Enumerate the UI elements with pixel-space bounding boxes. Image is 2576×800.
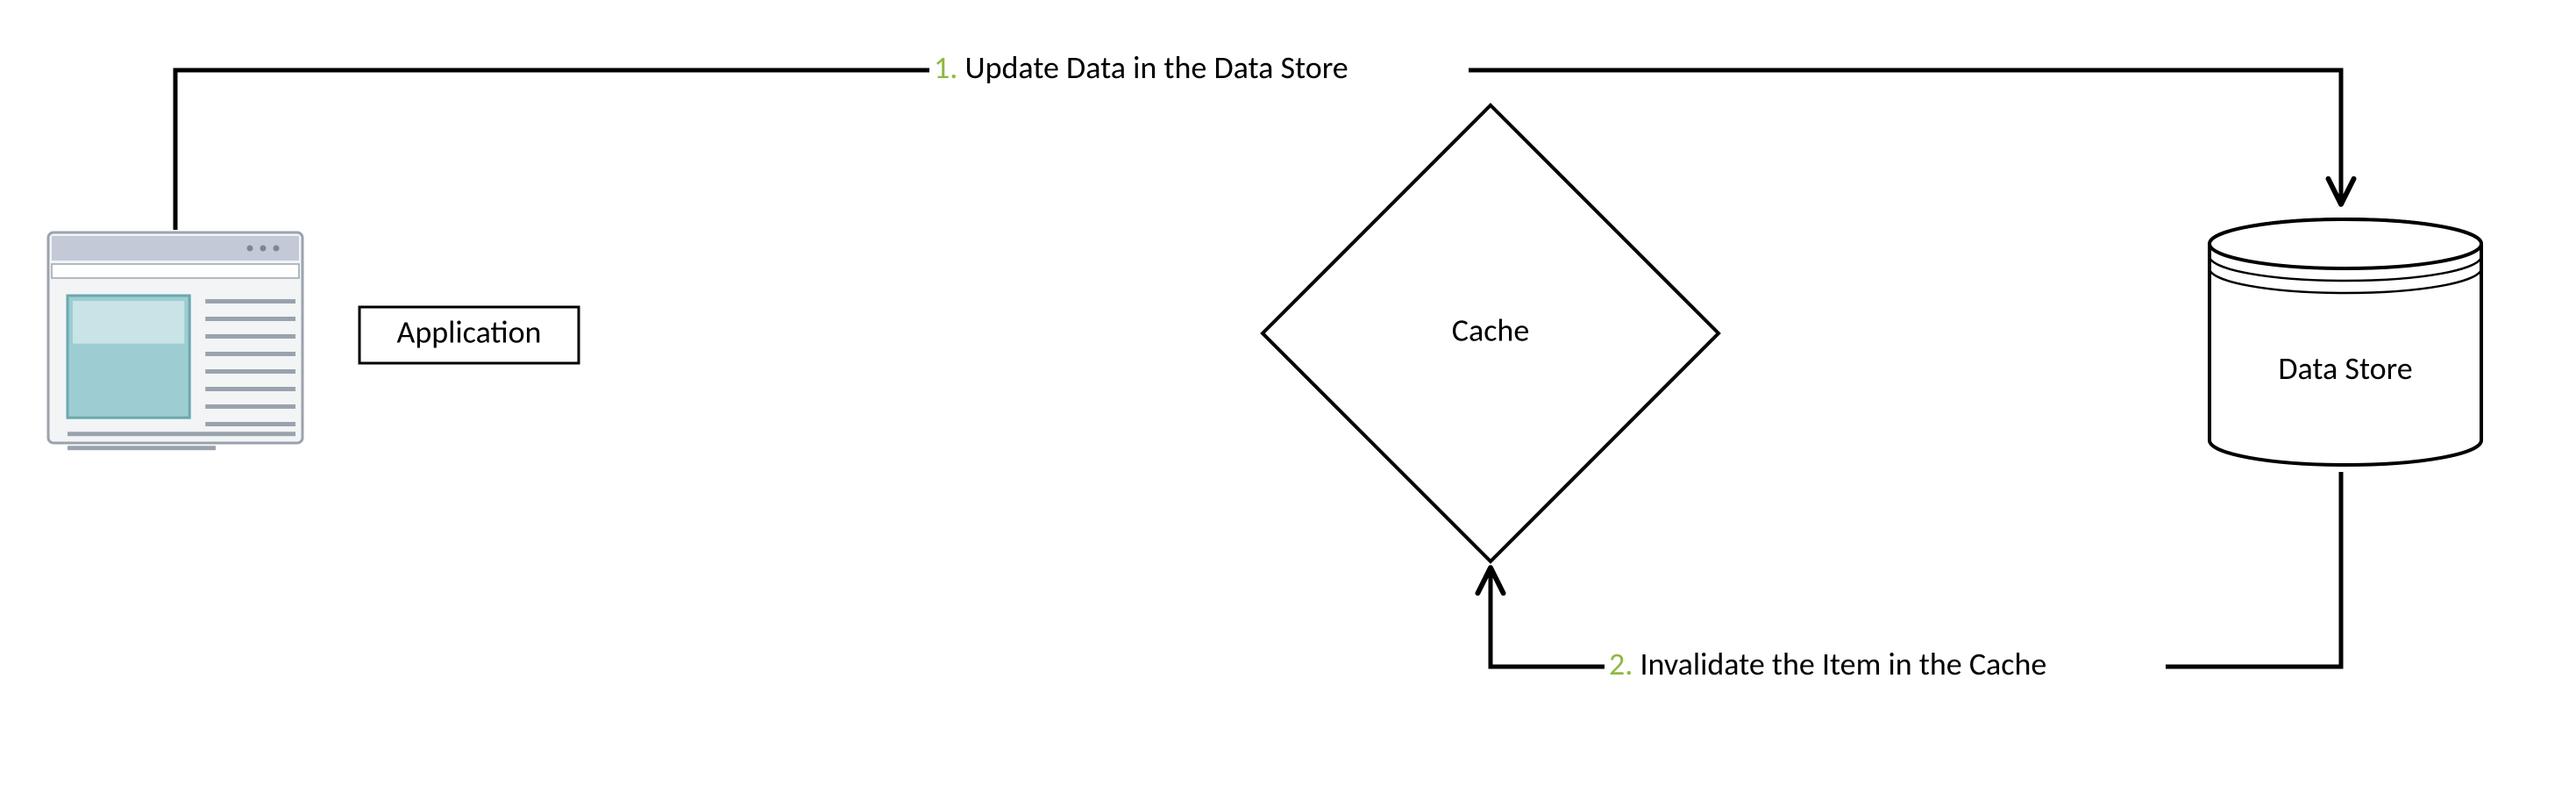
step2-edge xyxy=(1491,472,2341,667)
datastore-label: Data Store xyxy=(2278,349,2412,388)
step1-label-text: Update Data in the Data Store xyxy=(964,48,1348,87)
application-label: Application xyxy=(397,313,542,352)
cache-node: Cache xyxy=(1263,105,1719,561)
application-icon xyxy=(48,232,302,450)
datastore-node: Data Store xyxy=(2210,219,2481,465)
step2-label-text: Invalidate the Item in the Cache xyxy=(1640,645,2046,683)
step1-label-number: 1. xyxy=(934,48,964,87)
step2-label: 2. Invalidate the Item in the Cache xyxy=(1609,645,2046,683)
step1-label: 1. Update Data in the Data Store xyxy=(934,48,1348,87)
cache-label: Cache xyxy=(1452,311,1530,350)
step2-label-number: 2. xyxy=(1609,645,1640,683)
